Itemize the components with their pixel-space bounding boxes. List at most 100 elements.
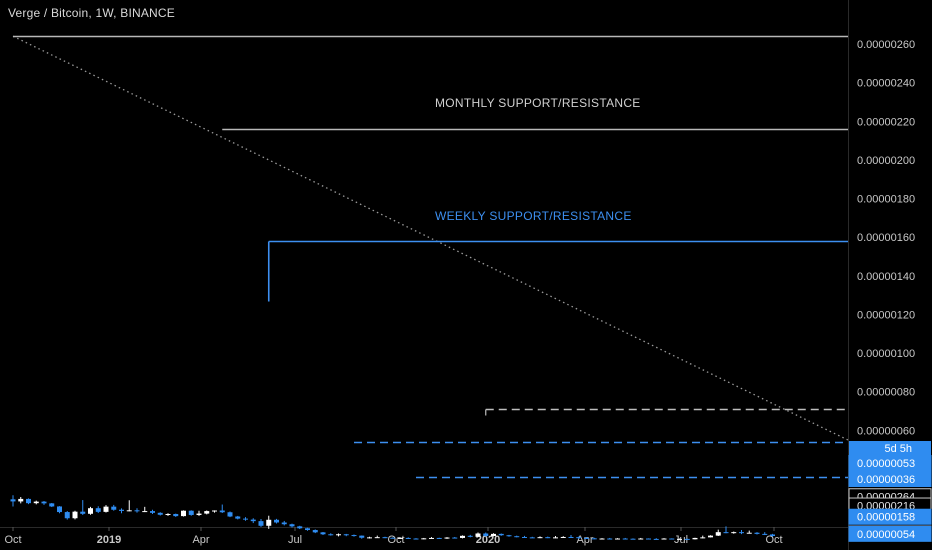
candle-body [289,524,295,527]
candle-body [64,512,70,519]
candle-body [762,533,768,535]
candle-body [266,519,272,526]
candle-body [320,532,326,535]
price-level-label-bg [848,525,932,542]
candle-body [188,510,194,515]
candle-body [72,511,78,519]
price-level-label: 0.00000216 [857,501,915,513]
price-level-label-bg [848,455,932,471]
candle-body [367,537,372,539]
candle-body [770,534,775,537]
candle-body [739,532,744,534]
x-tick-label: Jul [674,534,688,546]
candle-body [343,534,349,536]
candle-body [274,519,279,523]
candle-body [568,536,574,538]
candle-body [250,519,256,522]
candle-body [607,538,613,540]
candle-body [405,537,411,539]
weekly-annotation: WEEKLY SUPPORT/RESISTANCE [435,209,632,223]
x-tick-label: Apr [192,534,209,546]
candle-body [126,510,132,512]
candle-body [212,510,217,512]
candle-body [150,511,155,513]
candle-body [390,537,396,539]
candle-body [708,535,713,538]
candle-body [142,511,148,513]
candle-body [243,518,248,520]
x-tick-label: 2019 [97,534,121,546]
candle-body [630,538,636,540]
candle-body [336,534,341,536]
candle-body [460,535,465,538]
candle-body [281,522,287,525]
candle-body [181,510,186,517]
candle-body [219,510,225,513]
candle-body [638,538,644,540]
candle-body [436,537,442,539]
candle-body [134,510,140,512]
candle-body [715,532,721,536]
candle-body [18,498,24,502]
candle-body [351,535,357,537]
price-level-label: 0.00000054 [857,529,915,541]
candle-body [514,536,520,538]
candle-body [653,538,659,540]
candle-body [475,533,481,537]
candle-body [80,511,86,514]
candle-body [498,533,504,536]
candle-body [584,537,589,539]
candle-body [622,538,628,540]
candle-body [33,501,39,504]
candle-body [227,512,233,517]
y-tick-label: 0.00000240 [857,78,915,90]
candle-body [669,538,675,540]
candle-body [615,538,620,540]
candle-body [491,533,496,537]
candle-body [204,511,210,514]
candle-body [429,537,434,539]
y-tick-label: 0.00000200 [857,155,915,167]
candle-body [328,534,334,536]
chart-title: Verge / Bitcoin, 1W, BINANCE [8,6,175,20]
y-tick-label: 0.00000120 [857,309,915,321]
y-tick-label: 0.00000060 [857,425,915,437]
y-tick-label: 0.00000260 [857,39,915,51]
candle-body [684,538,690,540]
candle-body [545,537,551,539]
candle-body [537,537,543,539]
candle-body [57,506,62,513]
candle-body [591,538,597,540]
candle-body [10,499,16,502]
candle-body [746,532,752,534]
price-level-label-bg [848,471,932,487]
candle-body [723,532,729,534]
price-level-label: 0.00000158 [857,512,915,524]
candle-body [41,501,47,504]
candle-body [305,528,310,531]
candle-body [235,516,241,519]
candle-body [421,538,427,540]
candle-body [560,536,566,538]
x-tick-label: Jul [288,534,302,546]
candle-body [646,538,651,540]
candle-body [452,537,458,539]
candle-body [173,513,179,517]
x-tick-label: Apr [576,534,593,546]
candle-body [731,532,737,534]
candle-body [553,537,558,539]
price-level-label-bg [848,508,932,525]
candle-body [359,535,365,538]
candle-body [522,536,527,538]
y-tick-label: 0.00000180 [857,194,915,206]
candle-body [483,533,489,537]
candle-body [157,512,163,515]
y-tick-label: 0.00000100 [857,348,915,360]
candle-body [599,538,605,540]
candle-body [297,526,303,529]
candle-body [312,530,318,533]
candle-body [165,513,171,515]
candle-body [111,506,117,510]
